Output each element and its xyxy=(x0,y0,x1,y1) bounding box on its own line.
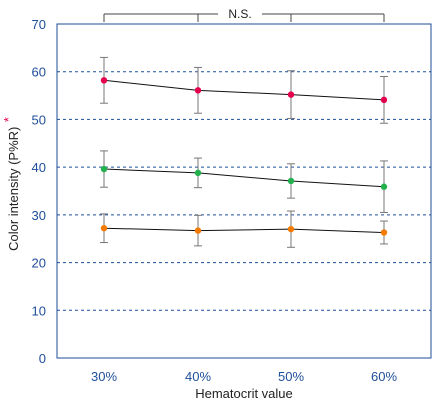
y-tick-label: 30 xyxy=(32,208,46,223)
significance-label: N.S. xyxy=(228,7,251,21)
series-1 xyxy=(100,56,388,124)
y-tick-labels: 0 10 20 30 40 50 60 70 xyxy=(32,17,46,366)
x-tick-label: 30% xyxy=(91,369,117,384)
plot-frame xyxy=(56,23,432,359)
x-axis-label: Hematocrit value xyxy=(195,386,293,401)
y-tick-label: 0 xyxy=(39,351,46,366)
x-tick-labels: 30% 40% 50% 60% xyxy=(91,369,397,384)
x-tick-label: 50% xyxy=(278,369,304,384)
data-point xyxy=(287,177,295,185)
series-2 xyxy=(100,150,388,213)
series-3 xyxy=(100,210,388,248)
y-tick-label: 20 xyxy=(32,256,46,271)
data-point xyxy=(380,183,388,190)
y-axis-label-text: Color intensity (P%R) xyxy=(6,127,21,251)
y-tick-label: 70 xyxy=(32,17,46,32)
y-tick-label: 40 xyxy=(32,160,46,175)
y-tick-label: 50 xyxy=(32,112,46,127)
series-line xyxy=(103,168,385,188)
data-point xyxy=(194,87,202,94)
data-point xyxy=(287,91,295,98)
series-line xyxy=(103,227,385,234)
x-tick-label: 40% xyxy=(185,369,211,384)
y-axis-label: Color intensity (P%R) * xyxy=(1,117,22,251)
y-axis-label-mark: * xyxy=(1,117,16,122)
data-point xyxy=(380,96,388,104)
series-line xyxy=(103,79,385,101)
data-point xyxy=(287,225,295,233)
data-point xyxy=(100,77,108,84)
gridlines xyxy=(57,71,431,311)
data-point xyxy=(194,169,202,177)
data-point xyxy=(194,227,202,234)
data-point xyxy=(380,229,388,236)
x-tick-label: 60% xyxy=(371,369,397,384)
y-tick-label: 60 xyxy=(32,65,46,80)
significance-bracket: N.S. xyxy=(103,7,385,22)
series-group xyxy=(100,56,388,248)
data-point xyxy=(100,165,108,173)
data-point xyxy=(100,225,108,232)
y-tick-label: 10 xyxy=(32,303,46,318)
